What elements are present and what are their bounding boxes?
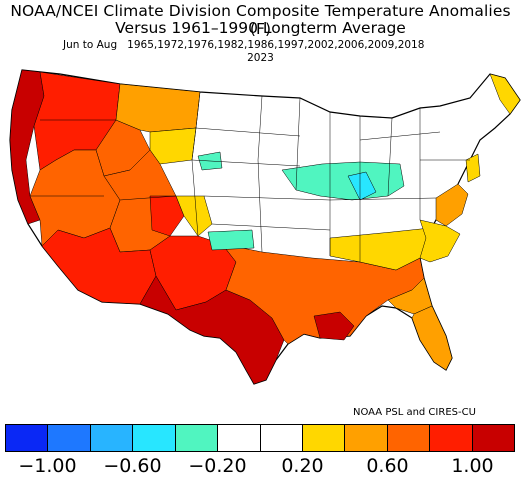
colorbar-tick-label: 0.20 [281,455,324,477]
map-title-line2: Versus 1961–1990 Longterm Average [115,19,406,37]
region-wyoming [175,195,213,237]
colorbar [5,424,515,452]
colorbar-swatch [302,425,346,451]
colorbar-swatch [430,425,473,451]
colorbar-swatch [175,425,219,451]
colorbar-swatch [345,425,388,451]
region-southwest-red [41,227,157,305]
region-colorado-red [149,195,185,237]
region-mid-atlantic [435,183,469,227]
colorbar-tick-label: 0.60 [366,455,409,477]
colorbar-swatch [6,425,49,451]
colorbar-tick-label: 1.00 [451,455,494,477]
colorbar-tick-label: −1.00 [18,455,77,477]
region-florida [411,305,453,371]
region-montana [115,83,201,133]
colorbar-swatch [472,425,515,451]
region-kansas-cool [207,229,255,251]
region-carolinas [419,219,461,263]
colorbar-swatch [90,425,134,451]
colorbar-swatch [48,425,91,451]
subtitle-year: 2023 [247,52,274,64]
division-boundaries [30,91,470,262]
map-title: NOAA/NCEI Climate Division Composite Tem… [10,2,511,38]
colorbar-swatch [387,425,431,451]
colorbar-swatch [133,425,176,451]
colorbar-swatch [218,425,261,451]
us-climate-division-map [9,69,521,385]
composite-years: 1965,1972,1976,1982,1986,1997,2002,2006,… [127,39,425,51]
season-label: Jun to Aug [63,39,118,51]
colorbar-tick-label: −0.60 [103,455,162,477]
region-louisiana [313,311,355,341]
data-credit: NOAA PSL and CIRES-CU [353,407,476,418]
region-new-jersey [465,153,481,183]
colorbar-ticks: −1.00 −0.60 −0.20 0.20 0.60 1.00 [0,455,521,479]
colorbar-tick-label: −0.20 [188,455,247,477]
region-new-england-coast [489,73,521,115]
region-montana-east [149,127,197,165]
region-texas [139,275,285,385]
composite-years-line: Jun to Aug 1965,1972,1976,1982,1986,1997… [63,39,424,51]
colorbar-swatch [260,425,303,451]
